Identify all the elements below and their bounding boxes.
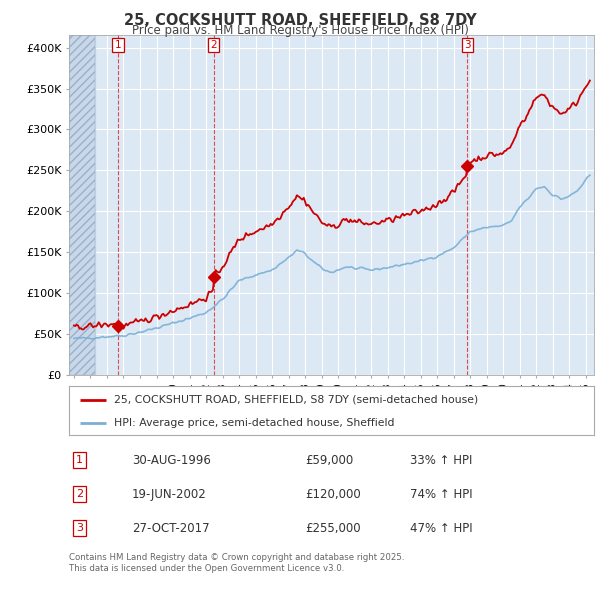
Text: 25, COCKSHUTT ROAD, SHEFFIELD, S8 7DY (semi-detached house): 25, COCKSHUTT ROAD, SHEFFIELD, S8 7DY (s… (113, 395, 478, 405)
Bar (69, 35, 95, 375)
Text: 1: 1 (76, 455, 83, 465)
Text: 33% ↑ HPI: 33% ↑ HPI (410, 454, 473, 467)
Text: 30-AUG-1996: 30-AUG-1996 (132, 454, 211, 467)
Text: 3: 3 (76, 523, 83, 533)
Text: £120,000: £120,000 (305, 487, 361, 501)
Text: Contains HM Land Registry data © Crown copyright and database right 2025.
This d: Contains HM Land Registry data © Crown c… (69, 553, 404, 573)
Text: Price paid vs. HM Land Registry's House Price Index (HPI): Price paid vs. HM Land Registry's House … (131, 24, 469, 37)
Text: 2: 2 (76, 489, 83, 499)
Text: 25, COCKSHUTT ROAD, SHEFFIELD, S8 7DY: 25, COCKSHUTT ROAD, SHEFFIELD, S8 7DY (124, 13, 476, 28)
Text: 2: 2 (211, 40, 217, 50)
Text: 1: 1 (115, 40, 121, 50)
Text: 47% ↑ HPI: 47% ↑ HPI (410, 522, 473, 535)
Text: £255,000: £255,000 (305, 522, 361, 535)
Text: 27-OCT-2017: 27-OCT-2017 (132, 522, 209, 535)
Text: 19-JUN-2002: 19-JUN-2002 (132, 487, 207, 501)
Text: HPI: Average price, semi-detached house, Sheffield: HPI: Average price, semi-detached house,… (113, 418, 394, 428)
Text: £59,000: £59,000 (305, 454, 353, 467)
Bar (69, 35, 95, 375)
Text: 74% ↑ HPI: 74% ↑ HPI (410, 487, 473, 501)
Text: 3: 3 (464, 40, 470, 50)
